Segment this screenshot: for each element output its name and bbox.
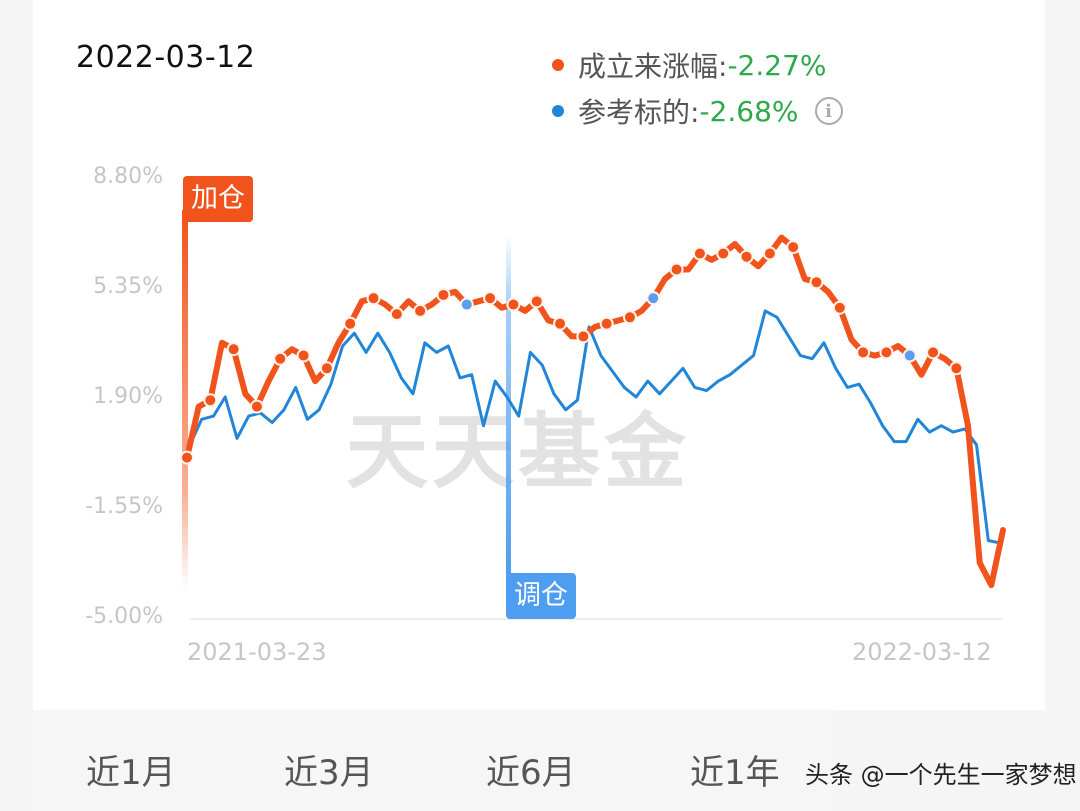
tab-6-month[interactable]: 近6月 bbox=[486, 753, 576, 793]
watermark: 天天基金 bbox=[346, 404, 691, 500]
right-edge bbox=[1045, 0, 1080, 811]
trade-dot-icon bbox=[926, 345, 941, 360]
trade-dot-icon bbox=[273, 351, 288, 366]
orange-dot-icon bbox=[552, 59, 564, 71]
info-icon[interactable]: i bbox=[814, 97, 843, 125]
trade-dot-icon bbox=[646, 291, 661, 306]
trade-dot-icon bbox=[576, 329, 591, 344]
trade-dot-icon bbox=[949, 361, 964, 376]
y-tick-label: -5.00% bbox=[85, 604, 163, 629]
legend-item-benchmark: 参考标的: -2.68% i bbox=[552, 88, 843, 134]
source-credit: 头条 @一个先生一家梦想 bbox=[805, 761, 1077, 789]
trade-dot-icon bbox=[389, 307, 404, 322]
trade-dot-icon bbox=[879, 345, 894, 360]
trade-dot-icon bbox=[296, 348, 311, 363]
trade-dot-icon bbox=[506, 297, 521, 312]
legend-label: 成立来涨幅: bbox=[578, 50, 728, 83]
blue-dot-icon bbox=[552, 105, 564, 117]
fund-return-line bbox=[184, 234, 1006, 589]
trade-dot-icon bbox=[856, 345, 871, 360]
trade-dot-icon bbox=[180, 450, 194, 465]
adjust-position-tag[interactable]: 调仓 bbox=[506, 573, 576, 619]
trade-dot-icon bbox=[762, 246, 777, 261]
legend-value: -2.27% bbox=[727, 48, 827, 82]
legend-label: 参考标的: bbox=[578, 96, 700, 129]
add-position-line bbox=[182, 210, 188, 590]
trade-dot-icon bbox=[669, 262, 684, 277]
trade-dot-icon bbox=[739, 249, 754, 264]
tab-3-month[interactable]: 近3月 bbox=[284, 753, 374, 793]
y-tick-label: 5.35% bbox=[93, 274, 163, 299]
add-position-tag[interactable]: 加仓 bbox=[183, 176, 253, 222]
y-tick-label: 8.80% bbox=[93, 164, 163, 189]
trade-dot-icon bbox=[622, 310, 637, 325]
trade-dot-icon bbox=[529, 294, 544, 309]
selected-date: 2022-03-12 bbox=[76, 40, 256, 75]
trade-dot-icon bbox=[809, 275, 824, 290]
trade-dot-icon bbox=[716, 246, 731, 261]
x-tick-end: 2022-03-12 bbox=[852, 638, 992, 666]
legend-item-fund-return: 成立来涨幅: -2.27% bbox=[552, 42, 843, 88]
trade-dot-icon bbox=[786, 240, 801, 255]
y-tick-label: -1.55% bbox=[85, 494, 163, 519]
trade-dot-icon bbox=[436, 287, 451, 302]
trade-dot-icon bbox=[366, 291, 381, 306]
trade-dot-icon bbox=[483, 291, 498, 306]
chart-legend: 成立来涨幅: -2.27% 参考标的: -2.68% i bbox=[552, 42, 843, 134]
trade-dot-icon bbox=[249, 399, 264, 414]
tab-1-month[interactable]: 近1月 bbox=[86, 753, 176, 793]
trade-dot-icon bbox=[413, 303, 428, 318]
trade-markers bbox=[180, 240, 964, 465]
legend-value: -2.68% bbox=[699, 94, 799, 128]
period-tabs: 近1月 近3月 近6月 近1年 bbox=[0, 745, 1080, 805]
trade-dot-icon bbox=[459, 297, 474, 312]
x-tick-start: 2021-03-23 bbox=[187, 638, 327, 666]
tab-1-year[interactable]: 近1年 bbox=[690, 753, 780, 793]
period-tab-bar-bg bbox=[33, 710, 838, 811]
trade-dot-icon bbox=[692, 246, 707, 261]
trade-dot-icon bbox=[553, 316, 568, 331]
benchmark-line bbox=[188, 309, 1001, 545]
y-tick-label: 1.90% bbox=[93, 384, 163, 409]
trade-dot-icon bbox=[343, 316, 358, 331]
trade-dot-icon bbox=[226, 342, 241, 357]
adjust-position-line bbox=[506, 235, 511, 580]
trade-dot-icon bbox=[319, 361, 334, 376]
trade-dot-icon bbox=[832, 300, 847, 315]
trade-dot-icon bbox=[599, 316, 614, 331]
trade-dot-icon bbox=[902, 348, 917, 363]
trade-dot-icon bbox=[203, 393, 218, 408]
